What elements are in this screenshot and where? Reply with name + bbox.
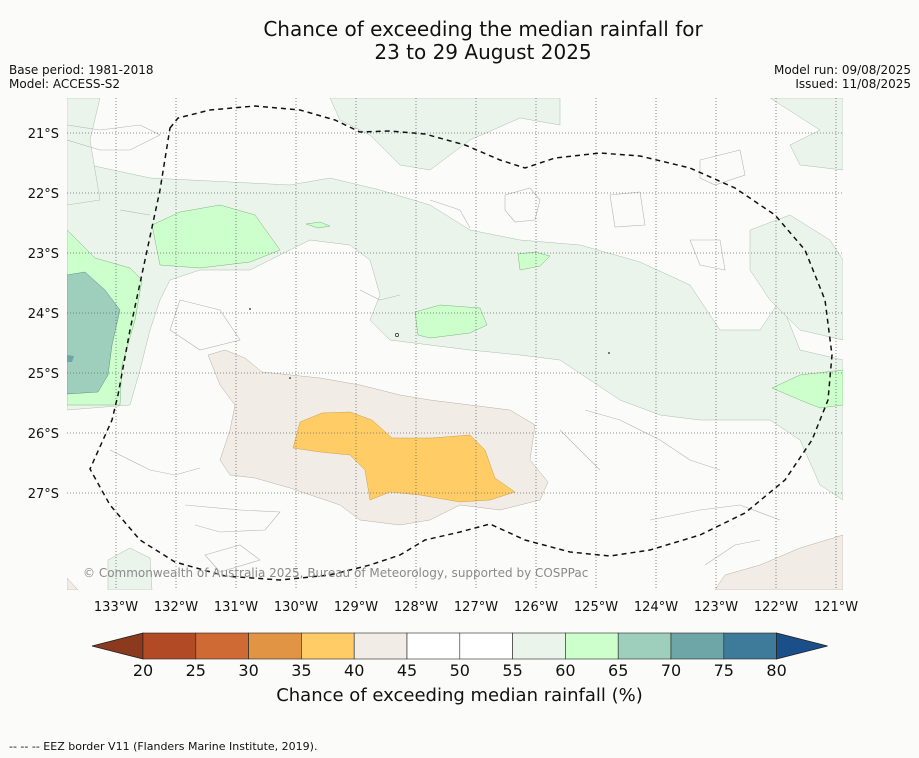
region-40-45-southeast: [714, 534, 843, 590]
lon-label: 128°W: [394, 600, 438, 615]
region-60-65-east: [771, 369, 843, 409]
latitude-labels: 21°S 22°S 23°S 24°S 25°S 26°S 27°S: [28, 127, 59, 502]
colorbar-label: Chance of exceeding median rainfall (%): [276, 685, 643, 706]
colorbar-segment: [723, 632, 777, 660]
colorbar-tick-label: 50: [450, 661, 470, 680]
colorbar-segment: [248, 632, 302, 660]
colorbar-segment: [670, 632, 725, 660]
colorbar-tick-label: 20: [133, 661, 153, 680]
region-35-40-central: [292, 411, 516, 503]
colorbar-segment: [512, 632, 566, 660]
lon-label: 121°W: [814, 600, 858, 615]
lat-label: 26°S: [28, 427, 59, 442]
colorbar-segment: [565, 632, 619, 660]
colorbar-segment: [142, 632, 197, 660]
eez-legend-note: -- -- -- EEZ border V11 (Flanders Marine…: [9, 740, 318, 753]
colorbar-tick-label: 55: [502, 661, 522, 680]
lon-label: 129°W: [334, 600, 378, 615]
lon-label: 133°W: [94, 600, 138, 615]
colorbar-segment: [406, 632, 461, 660]
colorbar-segment: [617, 632, 672, 660]
lon-label: 127°W: [454, 600, 498, 615]
model-run: Model run: 09/08/2025: [773, 63, 911, 77]
run-info: Model run: 09/08/2025 Issued: 11/08/2025: [774, 63, 911, 91]
colorbar-tick-label: 80: [766, 661, 786, 680]
colorbar-tick-label: 70: [661, 661, 681, 680]
island-markers: [249, 308, 610, 379]
colorbar-over-arrow: [776, 632, 828, 660]
colorbar-segment: [301, 632, 355, 660]
map-title: Chance of exceeding the median rainfall …: [0, 18, 919, 64]
longitude-labels: 133°W 132°W 131°W 130°W 129°W 128°W 127°…: [94, 600, 858, 615]
colorbar-tick-label: 45: [397, 661, 417, 680]
colorbar-tick-label: 75: [714, 661, 734, 680]
region-60-65-west-top: [151, 204, 281, 269]
lat-label: 21°S: [28, 127, 59, 142]
colorbar-tick-label: 35: [291, 661, 311, 680]
region-55-60-southwest: [107, 547, 153, 590]
region-55-60-top: [329, 98, 561, 171]
lon-label: 122°W: [754, 600, 798, 615]
colorbar: [91, 632, 828, 660]
base-info: Base period: 1981-2018 Model: ACCESS-S2: [9, 63, 154, 91]
map-plot-area: © Commonwealth of Australia 2025, Bureau…: [67, 98, 843, 590]
region-40-45-southwest: [67, 577, 79, 590]
colorbar-tick-label: 60: [555, 661, 575, 680]
colorbar-segment: [353, 632, 408, 660]
region-65-70-west: [67, 271, 121, 395]
issued-date: Issued: 11/08/2025: [795, 77, 911, 91]
eez-border: [89, 105, 833, 581]
colorbar-tick-label: 30: [238, 661, 258, 680]
colorbar-under-arrow: [91, 632, 144, 660]
region-55-60-left: [67, 98, 101, 206]
title-line-2: 23 to 29 August 2025: [374, 40, 592, 64]
colorbar-tick-label: 25: [186, 661, 206, 680]
copyright-notice: © Commonwealth of Australia 2025, Bureau…: [83, 566, 588, 580]
region-70-75-dot: [67, 355, 74, 362]
lon-label: 130°W: [274, 600, 318, 615]
region-60-65-small: [517, 251, 551, 271]
colorbar-segment: [195, 632, 249, 660]
lon-label: 124°W: [634, 600, 678, 615]
lon-label: 125°W: [574, 600, 618, 615]
base-period: Base period: 1981-2018: [9, 63, 154, 77]
lat-label: 24°S: [28, 307, 59, 322]
region-55-60-top-right: [769, 98, 843, 171]
lat-label: 23°S: [28, 247, 59, 262]
lat-label: 25°S: [28, 367, 59, 382]
lon-label: 132°W: [154, 600, 198, 615]
lat-label: 22°S: [28, 187, 59, 202]
model-name: Model: ACCESS-S2: [9, 77, 121, 91]
contour-lines: [67, 124, 781, 573]
colorbar-ticks: 20 25 30 35 40 45 50 55 60 65 70 75 80: [133, 661, 787, 680]
colorbar-tick-label: 65: [608, 661, 628, 680]
title-line-1: Chance of exceeding the median rainfall …: [263, 17, 703, 41]
lat-label: 27°S: [28, 487, 59, 502]
lon-label: 123°W: [694, 600, 738, 615]
region-60-65-dot: [305, 221, 331, 229]
region-55-60-east: [749, 214, 843, 341]
colorbar-segment: [459, 632, 513, 660]
lon-label: 131°W: [214, 600, 258, 615]
lon-label: 126°W: [514, 600, 558, 615]
graticule: [67, 98, 843, 590]
colorbar-tick-label: 40: [344, 661, 364, 680]
